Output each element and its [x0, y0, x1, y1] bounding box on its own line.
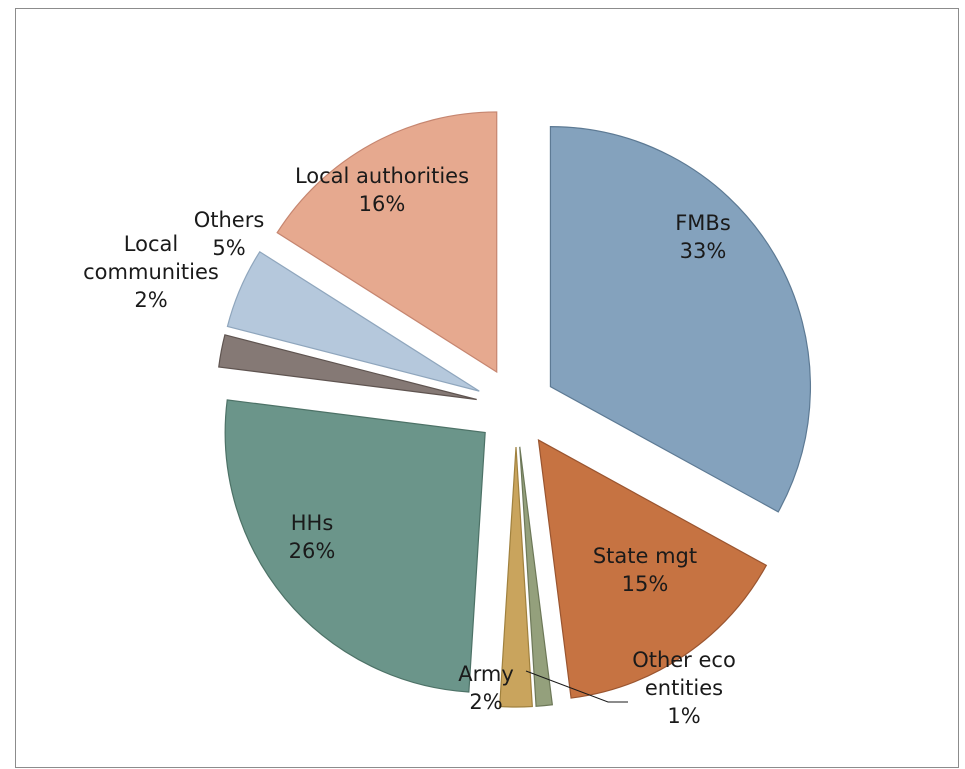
- pie-slice-army: [499, 446, 533, 708]
- pie-slice-local-authorities: [276, 111, 498, 374]
- pie-slice-others: [226, 250, 480, 392]
- pie-slice-fmbs: [549, 126, 812, 513]
- data-label-hhs: HHs 26%: [289, 511, 336, 563]
- pie-slice-state-mgt: [537, 438, 768, 699]
- data-label-other-eco-entities: Other eco entities 1%: [632, 648, 736, 728]
- pie-slices: [218, 111, 812, 708]
- data-label-state-mgt: State mgt 15%: [593, 544, 697, 596]
- data-label-fmbs: FMBs 33%: [675, 211, 731, 263]
- data-label-local-communities: Local communities 2%: [83, 232, 219, 312]
- data-label-others: Others 5%: [194, 208, 265, 260]
- leader-line-other-eco-entities: [525, 670, 628, 703]
- pie-chart: FMBs 33% State mgt 15% Other eco entities 1% Ar…: [83, 111, 812, 728]
- pie-slice-hhs: [224, 399, 486, 693]
- data-label-local-authorities: Local authorities 16%: [295, 164, 469, 216]
- pie-slice-local-communities: [218, 334, 477, 401]
- pie-slice-other-eco-entities: [519, 446, 554, 707]
- data-label-army: Army 2%: [458, 662, 514, 714]
- data-labels: FMBs 33% State mgt 15% Other eco entities 1% Ar…: [83, 164, 736, 728]
- chart-frame: FMBs 33% State mgt 15% Other eco entities 1% Ar…: [15, 8, 959, 768]
- leader-lines: [525, 670, 628, 703]
